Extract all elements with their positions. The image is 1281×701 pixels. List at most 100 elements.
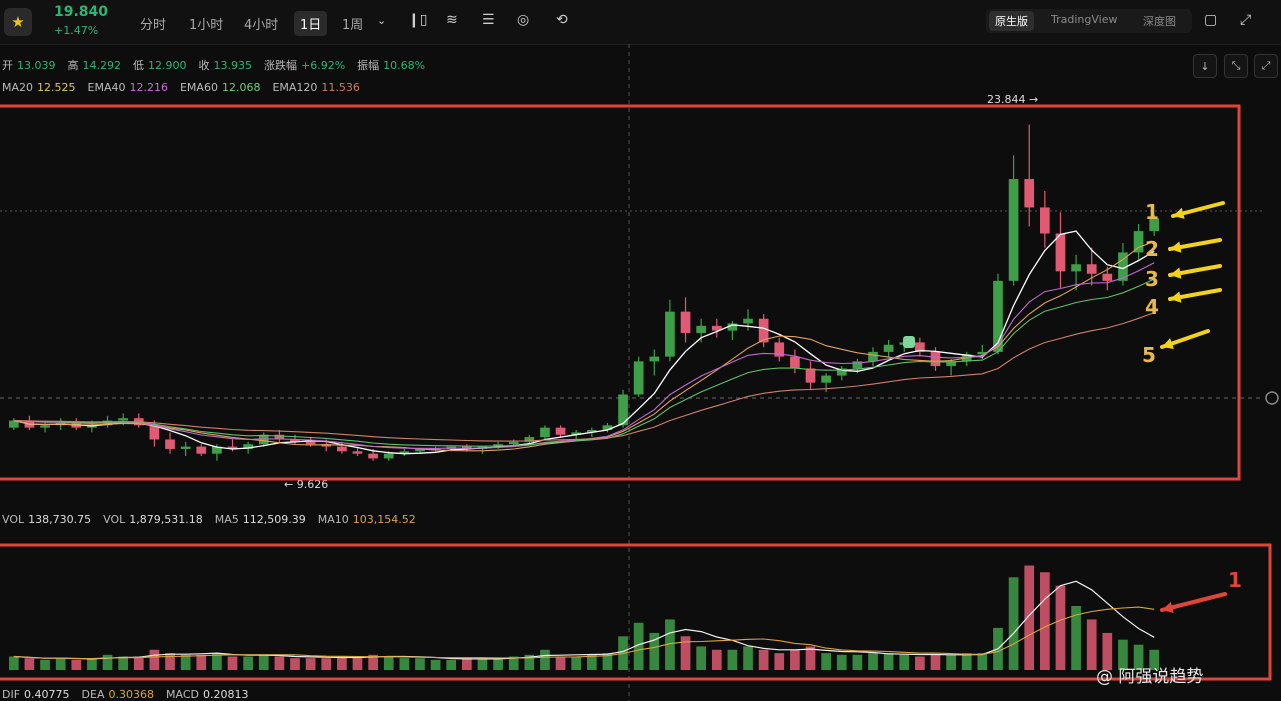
ma-label-3: 3 [1145,267,1159,291]
favorite-star-icon[interactable]: ★ [4,8,32,36]
candle-body [665,311,675,357]
volLine-label-0: VOL [2,513,25,526]
candle-body [993,280,1003,352]
volume-bar [149,649,160,670]
event-marker-icon [903,336,915,348]
ohlcLine-label-3: 收 [198,59,210,72]
ma5-line [13,230,1155,455]
macd-readout: DIF 0.40775 DEA 0.30368 MACD 0.20813 [2,688,260,701]
emaLine-label-3: EMA120 [272,81,318,94]
volume-bar [337,656,347,670]
candle-body [493,444,503,447]
volume-bar [1024,565,1035,670]
collapse-icon[interactable]: ⤡ [1224,54,1248,78]
volume-bar [227,656,238,670]
volume-bar [743,646,753,670]
candle-body [8,420,19,428]
candle-body [852,361,863,369]
ohlcLine-label-4: 涨跌幅 [264,59,297,72]
macdLine-label-1: DEA [81,688,105,701]
download-icon[interactable]: ↓ [1193,54,1217,78]
ema-readout: MA20 12.525 EMA40 12.216 EMA60 12.068 EMA120 11… [2,81,372,94]
volume-bar [243,656,253,670]
tab-timeframe-1h[interactable]: 1小时 [189,18,224,33]
macdLine-value-2: 0.20813 [202,688,249,701]
volume-bar [55,658,66,670]
volume-bar [212,653,222,670]
chevron-down-icon[interactable]: ⌄ [377,14,387,27]
volLine-label-3: MA10 [317,513,349,526]
volume-bar [274,656,285,670]
drawing-icon[interactable]: ≋ [446,12,458,28]
indicator-icon[interactable]: ❙▯ [408,12,428,28]
volume-bar [368,654,378,670]
candle-body [540,427,550,438]
arrow-ma5-head [1162,338,1174,349]
top-toolbar: ★ 19.840 +1.47% 分时 1小时 4小时 1日 1周 ⌄ ❙▯ ≋ … [0,0,1281,45]
volume-bar [118,656,129,670]
candle-body [790,356,800,369]
macdLine-value-0: 0.40775 [24,688,70,701]
tab-timeframe-1d[interactable]: 1日 [294,11,328,36]
volume-bar [1039,572,1050,670]
volume-bar [836,654,847,670]
tab-timeframe-4h[interactable]: 4小时 [244,18,279,33]
candle-body [680,311,691,333]
candle-body [602,425,613,431]
volume-bar [321,658,332,670]
volume-bar [102,654,113,670]
candle-body [1118,252,1128,281]
volLine-label-1: VOL [103,513,126,526]
candle-body [258,434,269,445]
candle-body [1086,264,1097,274]
volume-bar [555,656,566,670]
volume-bar [415,658,425,670]
volume-bar [133,656,144,670]
volume-bar [665,619,675,670]
emaLine-label-0: MA20 [2,81,34,94]
volLine-value-0: 138,730.75 [28,513,92,526]
volume-bar [290,658,300,670]
volume-bar [805,646,816,670]
candle-body [836,368,847,376]
ma10-line [13,240,1155,452]
volume-bar [758,649,769,670]
candle-body [1008,179,1019,281]
candle-body [915,342,925,352]
volume-bar [1071,605,1081,670]
ohlcLine-label-2: 低 [133,59,144,72]
volume-bar [633,622,644,670]
settings-list-icon[interactable]: ☰ [482,12,495,28]
expand-icon[interactable]: ⤢ [1254,54,1278,78]
window-icon[interactable]: ▢ [1204,12,1218,28]
alert-icon[interactable]: ⟲ [556,12,568,28]
volume-bar [571,656,582,670]
arrow-ma1-head [1173,207,1185,219]
fullscreen-icon[interactable]: ⤢ [1240,12,1252,28]
view-tradingview[interactable]: TradingView [1051,13,1118,26]
volume-bar [165,653,175,670]
volume-readout: VOL 138,730.75 VOL 1,879,531.18 MA5 112,509.3… [2,513,428,526]
volume-bar [24,658,35,670]
view-native[interactable]: 原生版 [989,11,1034,31]
volume-bar [1118,639,1128,670]
ohlcLine-label-1: 高 [67,59,79,72]
volume-bar [586,654,597,670]
candle-body [383,453,394,459]
ohlcLine-value-5: 10.68% [383,59,426,72]
candle-body [883,344,894,352]
tab-timeframe-1w[interactable]: 1周 [342,18,364,33]
volume-bar [961,653,972,670]
target-icon[interactable]: ◎ [517,12,530,28]
volume-bar [430,659,441,670]
view-depth[interactable]: 深度图 [1143,15,1176,28]
candle-body [930,351,941,367]
candle-body [274,434,285,440]
candle-body [243,444,253,449]
tab-timeframe-fenshi[interactable]: 分时 [140,18,167,33]
arrow-volume-head [1162,601,1174,613]
volume-bar [727,649,738,670]
volume-bar [352,656,363,670]
ema120-line [13,312,1155,442]
